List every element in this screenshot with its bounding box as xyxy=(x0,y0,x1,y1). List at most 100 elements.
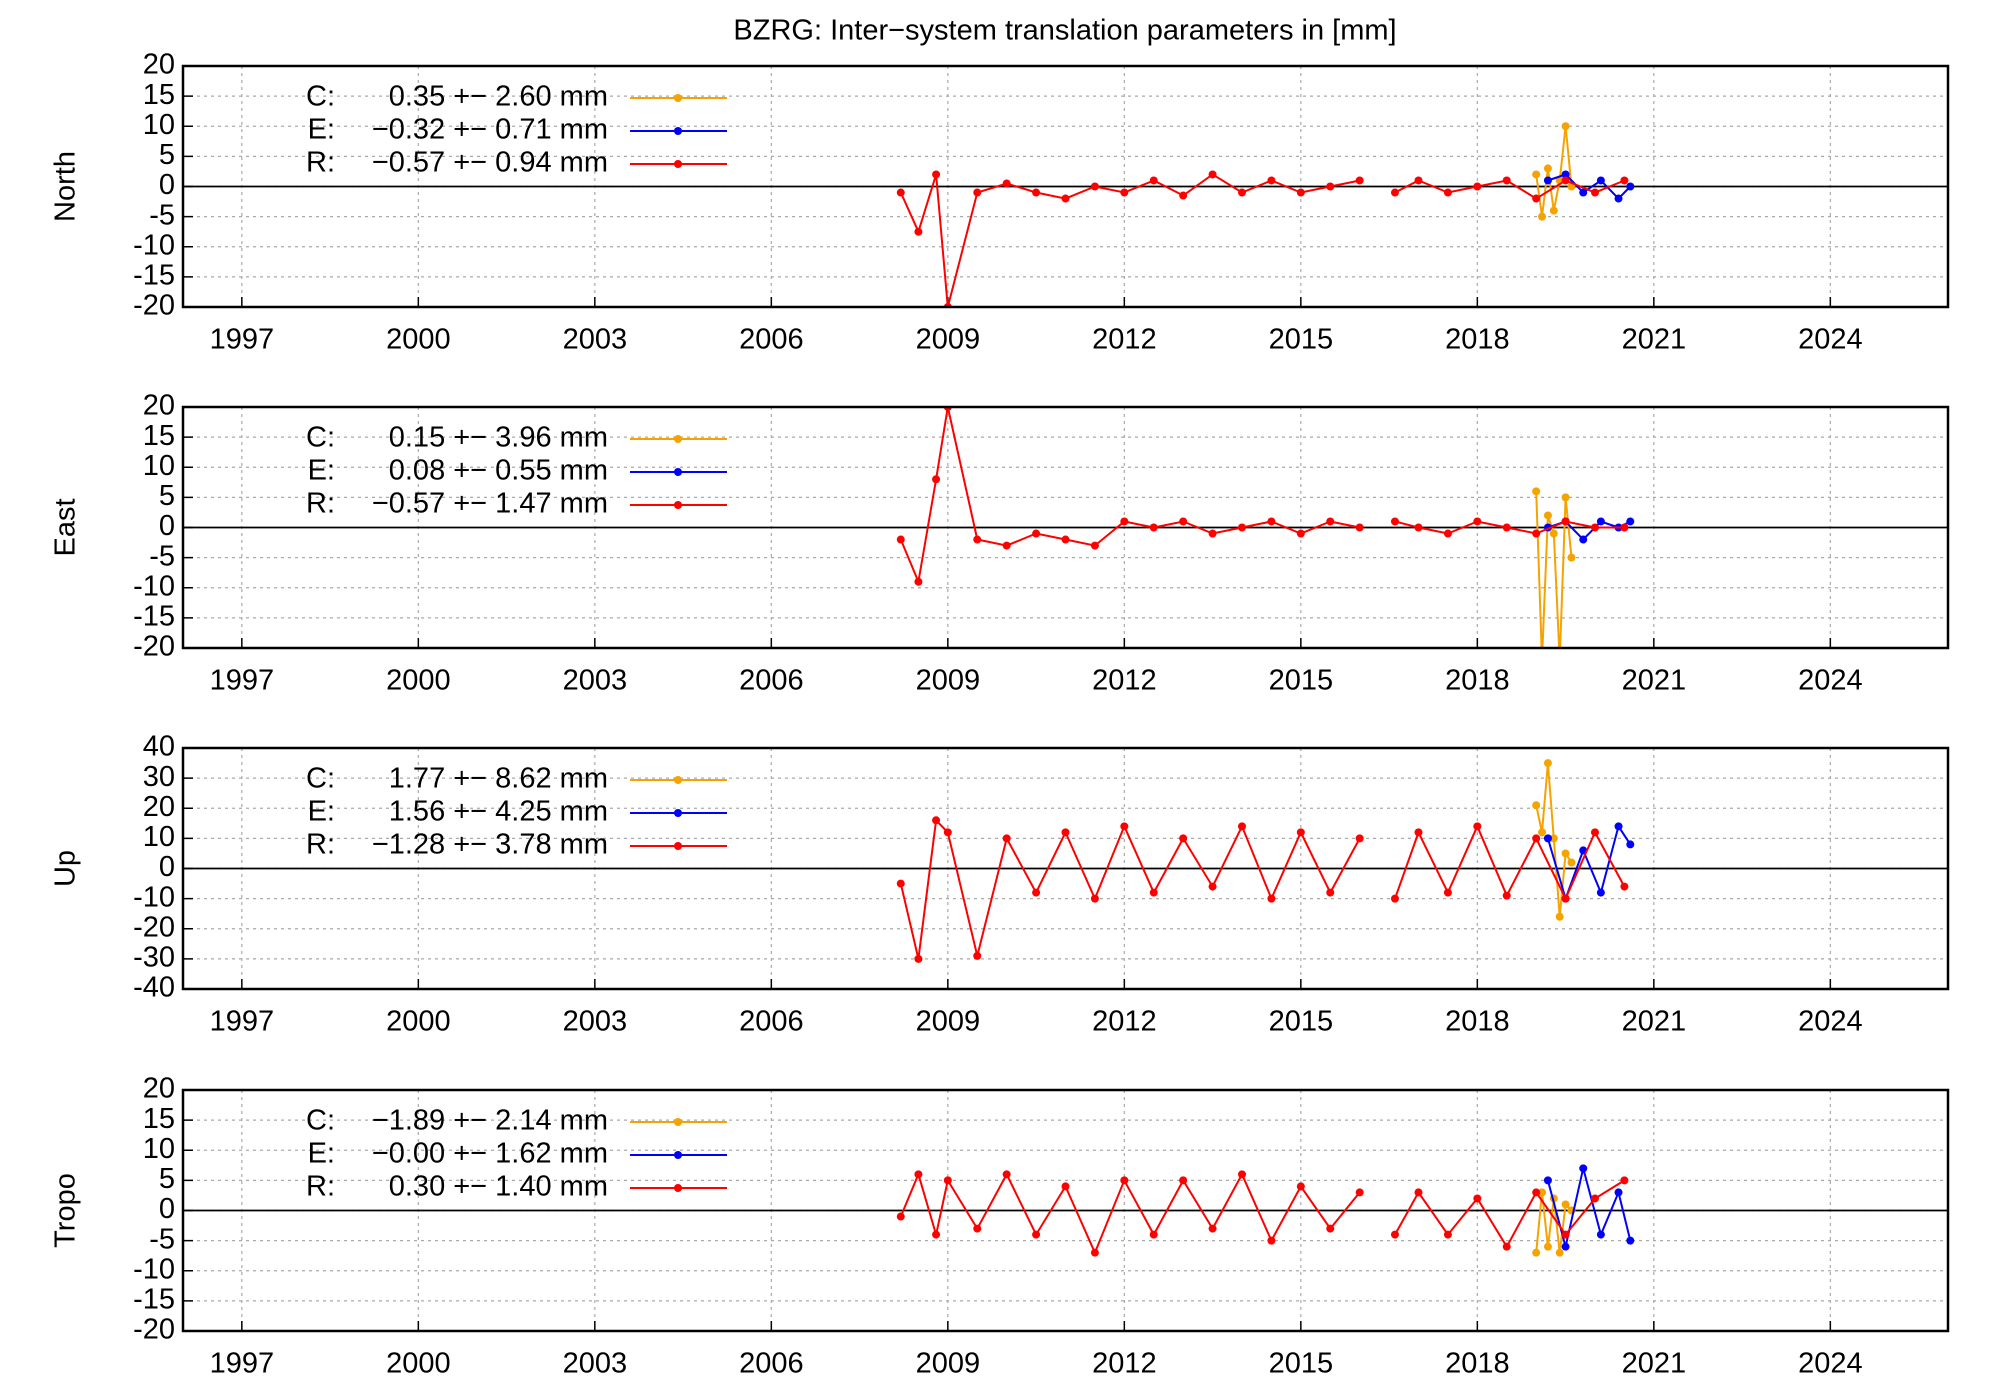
y-tick-label: 5 xyxy=(159,1163,175,1195)
panel: 1997 2000 2003 2006 2009 2012 2015 2018 2021 2024… xyxy=(50,390,1950,697)
data-point xyxy=(1149,888,1158,897)
data-point xyxy=(1538,212,1547,221)
data-point xyxy=(1561,170,1570,179)
x-tick-label: 1997 xyxy=(210,324,275,356)
x-tick-label: 2006 xyxy=(739,665,804,697)
x-tick-label: 2012 xyxy=(1092,1006,1157,1038)
data-point xyxy=(1149,1230,1158,1239)
x-tick-label: 2018 xyxy=(1445,324,1510,356)
data-point xyxy=(1591,1194,1599,1203)
data-point xyxy=(1120,188,1129,197)
data-point xyxy=(1561,1200,1570,1209)
data-point xyxy=(943,828,952,837)
data-point xyxy=(1414,1188,1423,1197)
data-point xyxy=(1596,517,1605,526)
data-point xyxy=(1532,1248,1541,1257)
x-tick-label: 2015 xyxy=(1269,1006,1334,1038)
x-tick-label: 2006 xyxy=(739,1006,804,1038)
legend-stats: −1.89 +− 2.14 mm xyxy=(372,1105,608,1137)
data-point xyxy=(1414,523,1423,532)
y-axis-label: Up xyxy=(50,850,82,887)
x-tick-label: 2015 xyxy=(1269,324,1334,356)
data-point xyxy=(1390,1230,1399,1239)
data-point xyxy=(1267,517,1276,526)
data-point xyxy=(1543,164,1552,173)
data-point xyxy=(914,1170,923,1179)
plot-border xyxy=(181,1088,1950,1333)
x-tick-label: 2009 xyxy=(916,1006,981,1038)
data-point xyxy=(1596,1230,1605,1239)
x-tick-label: 1997 xyxy=(210,1006,275,1038)
data-point xyxy=(1208,529,1217,538)
data-point xyxy=(1561,1230,1570,1239)
x-tick-label: 1997 xyxy=(210,1348,275,1380)
data-point xyxy=(1267,1236,1276,1245)
y-tick-label: -10 xyxy=(133,881,175,913)
legend-name: E: xyxy=(308,455,335,487)
legend-marker xyxy=(674,501,682,509)
x-tick-label: 2021 xyxy=(1622,665,1687,697)
data-point xyxy=(1002,541,1011,550)
x-tick-label: 2012 xyxy=(1092,665,1157,697)
data-point xyxy=(1120,822,1129,831)
data-point xyxy=(1061,194,1070,203)
data-point xyxy=(1561,176,1570,185)
data-point xyxy=(943,1176,952,1185)
series xyxy=(1532,487,1576,648)
series xyxy=(896,1170,1629,1257)
data-point xyxy=(1090,1248,1099,1257)
y-tick-label: -15 xyxy=(133,260,175,292)
legend-stats: −0.57 +− 0.94 mm xyxy=(372,147,608,179)
data-point xyxy=(1620,882,1629,891)
data-point xyxy=(1555,912,1564,921)
y-tick-label: -20 xyxy=(133,1314,175,1346)
data-point xyxy=(1549,529,1558,538)
legend-marker xyxy=(674,1184,682,1192)
data-point xyxy=(1238,1170,1246,1179)
y-tick-label: 15 xyxy=(143,79,175,111)
data-point xyxy=(1591,828,1599,837)
data-point xyxy=(973,188,982,197)
data-point xyxy=(1326,517,1335,526)
panel: 1997 2000 2003 2006 2009 2012 2015 2018 2021 2024… xyxy=(50,731,1950,1038)
y-tick-label: -10 xyxy=(133,229,175,261)
figure-title: BZRG: Inter−system translation parameter… xyxy=(733,15,1396,47)
data-point xyxy=(1032,188,1041,197)
y-tick-label: 20 xyxy=(143,390,175,422)
data-point xyxy=(1532,529,1541,538)
data-point xyxy=(1543,834,1552,843)
legend-name: C: xyxy=(306,81,335,113)
data-point xyxy=(1267,894,1276,903)
data-point xyxy=(1390,894,1399,903)
x-tick-label: 2024 xyxy=(1798,665,1863,697)
data-point xyxy=(1543,1176,1552,1185)
x-tick-label: 2003 xyxy=(563,1348,628,1380)
data-point xyxy=(1002,1170,1011,1179)
legend-marker xyxy=(674,1118,682,1126)
data-point xyxy=(1502,891,1511,900)
series xyxy=(896,816,1629,963)
data-point xyxy=(1532,1188,1541,1197)
data-point xyxy=(1555,1248,1564,1257)
x-tick-label: 2015 xyxy=(1269,1348,1334,1380)
data-point xyxy=(914,227,923,236)
y-tick-label: -20 xyxy=(133,911,175,943)
y-tick-label: -5 xyxy=(149,540,175,572)
y-axis-label: Tropo xyxy=(50,1173,82,1248)
y-tick-label: 10 xyxy=(143,450,175,482)
data-point xyxy=(1549,834,1558,843)
y-tick-label: 0 xyxy=(159,510,175,542)
data-point xyxy=(1561,122,1570,131)
y-tick-label: -5 xyxy=(149,1223,175,1255)
y-tick-label: -15 xyxy=(133,601,175,633)
data-point xyxy=(1543,1242,1552,1251)
y-tick-label: -15 xyxy=(133,1284,175,1316)
y-axis-label: East xyxy=(50,498,82,556)
legend-marker xyxy=(674,94,682,102)
data-point xyxy=(1002,179,1011,188)
data-point xyxy=(1532,170,1541,179)
data-point xyxy=(1567,553,1576,562)
data-point xyxy=(1179,517,1188,526)
